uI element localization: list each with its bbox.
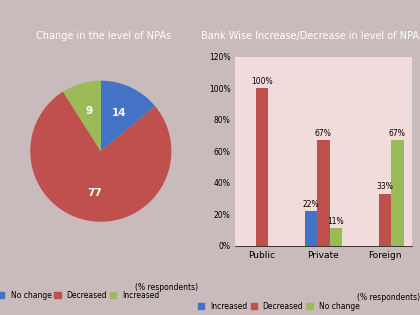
Bar [391, 140, 404, 246]
Wedge shape [63, 81, 101, 151]
Text: 100%: 100% [251, 77, 273, 86]
Text: Bank Wise Increase/Decrease in level of NPAs: Bank Wise Increase/Decrease in level of … [201, 31, 420, 41]
Wedge shape [30, 92, 171, 222]
Legend: Increased, Decreased, No change: Increased, Decreased, No change [195, 299, 362, 314]
Text: 11%: 11% [328, 217, 344, 226]
Text: 22%: 22% [303, 200, 319, 209]
Text: 14: 14 [112, 108, 126, 118]
Text: 77: 77 [87, 188, 102, 198]
Bar [379, 194, 391, 246]
Text: (% respondents): (% respondents) [135, 283, 198, 292]
Wedge shape [101, 81, 155, 151]
Legend: No change, Decreased, Increased: No change, Decreased, Increased [0, 288, 163, 303]
Bar [317, 140, 330, 246]
Text: 9: 9 [85, 106, 92, 116]
Bar [255, 88, 268, 246]
Bar [330, 228, 342, 246]
Text: 33%: 33% [377, 182, 394, 192]
Text: Change in the level of NPAs: Change in the level of NPAs [37, 31, 171, 41]
Text: (% respondents): (% respondents) [357, 293, 420, 302]
Bar [305, 211, 317, 246]
Text: 67%: 67% [389, 129, 406, 138]
Text: 67%: 67% [315, 129, 332, 138]
